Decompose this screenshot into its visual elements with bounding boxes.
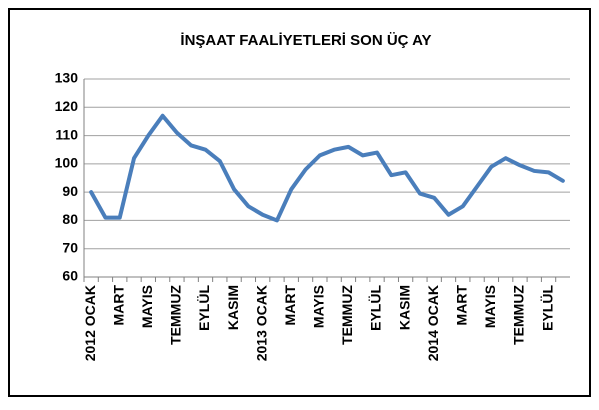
- x-tick-label: TEMMUZ: [511, 285, 527, 345]
- x-tick-label: MART: [110, 285, 126, 326]
- y-tick-label: 90: [62, 183, 78, 199]
- y-tick-label: 80: [62, 211, 78, 227]
- y-tick-label: 120: [55, 98, 79, 114]
- x-tick-label: EYLÜL: [368, 285, 384, 331]
- x-tick-label: MART: [282, 285, 298, 326]
- x-tick-label: EYLÜL: [539, 285, 555, 331]
- y-tick-label: 110: [55, 126, 78, 142]
- x-tick-label: 2014 OCAK: [425, 285, 441, 361]
- x-tick-label: 2013 OCAK: [253, 285, 269, 361]
- line-series: [89, 113, 565, 223]
- x-tick-label: TEMMUZ: [339, 285, 355, 345]
- chart-title: İNŞAAT FAALİYETLERİ SON ÜÇ AY: [180, 32, 431, 49]
- x-tick-label: MAYIS: [311, 285, 327, 328]
- x-tick-label: MAYIS: [139, 285, 155, 328]
- x-tick-label: KASIM: [225, 285, 241, 330]
- x-tick-label: 2012 OCAK: [82, 285, 98, 361]
- x-tick-label: KASIM: [396, 285, 412, 330]
- x-tick-label: MAYIS: [482, 285, 498, 328]
- y-tick-label: 130: [55, 70, 79, 86]
- x-tick-label: EYLÜL: [196, 285, 212, 331]
- chart-border: [8, 8, 591, 397]
- y-tick-label: 70: [62, 239, 78, 255]
- x-tick-label: TEMMUZ: [168, 285, 184, 345]
- y-tick-label: 60: [62, 268, 78, 284]
- y-tick-label: 100: [55, 155, 79, 171]
- x-tick-label: MART: [453, 285, 469, 326]
